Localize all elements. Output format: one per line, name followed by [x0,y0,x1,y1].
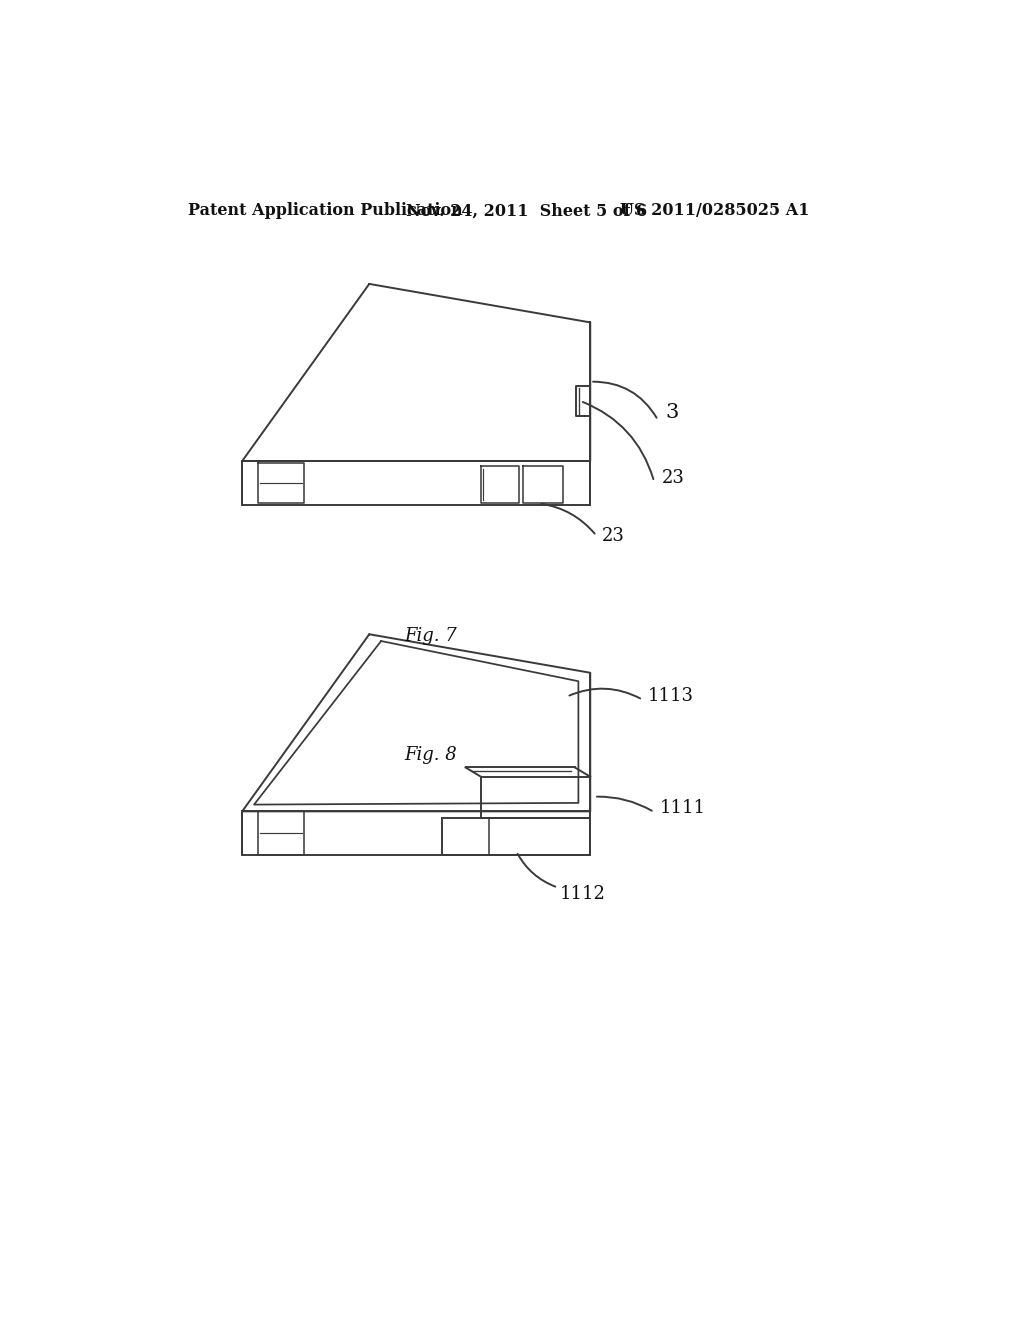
Text: 23: 23 [662,469,685,487]
Text: US 2011/0285025 A1: US 2011/0285025 A1 [621,202,810,219]
Text: Patent Application Publication: Patent Application Publication [188,202,463,219]
Text: 23: 23 [602,527,625,545]
Text: 1111: 1111 [659,800,706,817]
Text: Fig. 7: Fig. 7 [404,627,458,644]
Text: 1113: 1113 [648,686,694,705]
Text: 3: 3 [666,403,679,422]
Text: Fig. 8: Fig. 8 [404,746,458,764]
Text: 1112: 1112 [560,884,606,903]
Text: Nov. 24, 2011  Sheet 5 of 6: Nov. 24, 2011 Sheet 5 of 6 [407,202,647,219]
